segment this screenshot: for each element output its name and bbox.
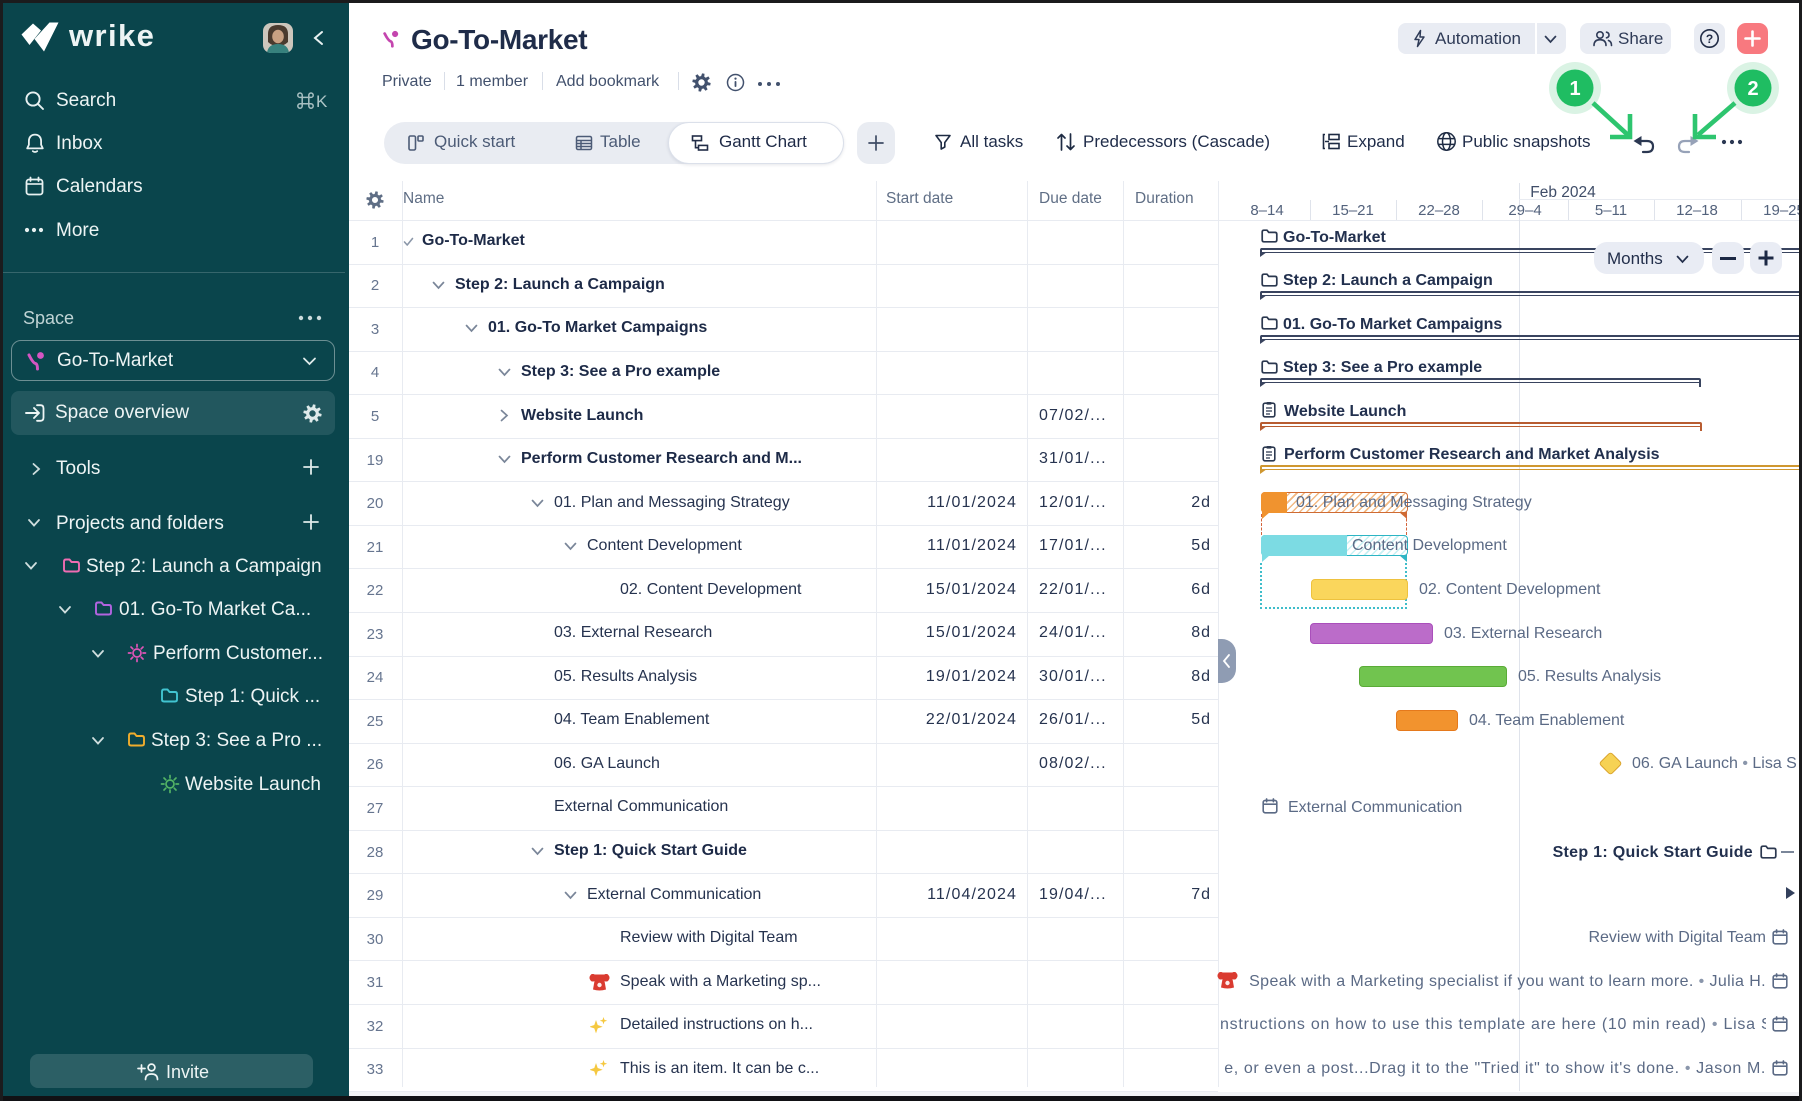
svg-text:1: 1: [1569, 78, 1580, 100]
svg-text:2: 2: [1747, 78, 1758, 100]
svg-text:?: ?: [1706, 32, 1713, 46]
